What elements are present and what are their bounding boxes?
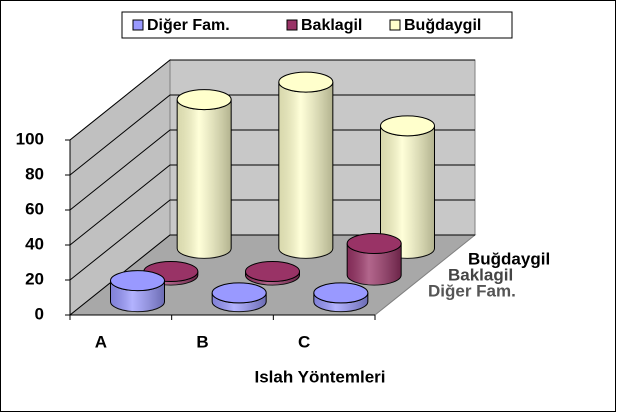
depth-label: Buğdaygil xyxy=(468,249,550,268)
cylinder xyxy=(380,115,435,259)
x-tick-label: A xyxy=(95,332,107,351)
x-tick-label: B xyxy=(196,332,208,351)
cylinder-shade xyxy=(177,99,232,259)
y-tick-label: 60 xyxy=(25,199,44,218)
y-tick-label: 20 xyxy=(25,269,44,288)
grid-line xyxy=(69,199,475,281)
depth-label: Baklagil xyxy=(448,265,513,284)
legend-label: Baklagil xyxy=(301,17,362,34)
cylinder-top xyxy=(245,261,300,282)
legend-swatch xyxy=(286,19,298,31)
cylinder xyxy=(278,71,334,259)
y-tick-label: 100 xyxy=(16,129,44,148)
legend xyxy=(121,11,513,39)
cylinder-top xyxy=(176,89,232,111)
y-tick-label: 40 xyxy=(25,234,44,253)
cylinder-shade xyxy=(313,292,368,312)
y-tick-label: 80 xyxy=(25,164,44,183)
cylinder-top xyxy=(110,270,165,292)
grid-line xyxy=(69,94,475,176)
x-tick-label: C xyxy=(298,332,310,351)
legend-label: Buğdaygil xyxy=(404,17,481,34)
cylinder xyxy=(313,282,369,313)
depth-label: Diğer Fam. xyxy=(428,281,516,300)
cylinder xyxy=(346,233,402,286)
legend-swatch xyxy=(132,19,144,31)
cylinder-top xyxy=(346,233,402,254)
cylinder-shade xyxy=(278,82,333,259)
cylinder-shade xyxy=(347,243,402,285)
grid-line xyxy=(69,164,475,246)
x-axis-title: Islah Yöntemleri xyxy=(254,367,385,386)
cylinder xyxy=(245,261,300,286)
cylinder-top xyxy=(278,71,334,93)
legend-label: Diğer Fam. xyxy=(147,17,230,34)
y-tick-label: 0 xyxy=(35,304,44,323)
cylinder-shade xyxy=(212,292,267,312)
cylinder xyxy=(176,89,232,259)
cylinder-shade xyxy=(110,280,165,312)
cylinder xyxy=(211,282,267,313)
legend-swatch xyxy=(389,19,401,31)
grid-line xyxy=(69,129,475,211)
cylinder-shade xyxy=(380,125,435,259)
cylinder xyxy=(110,270,165,313)
cylinder-top xyxy=(211,282,267,304)
cylinder-top xyxy=(380,115,435,137)
cylinder-top xyxy=(313,282,369,304)
cylinder-shade xyxy=(245,271,300,285)
grid-line xyxy=(69,59,475,141)
